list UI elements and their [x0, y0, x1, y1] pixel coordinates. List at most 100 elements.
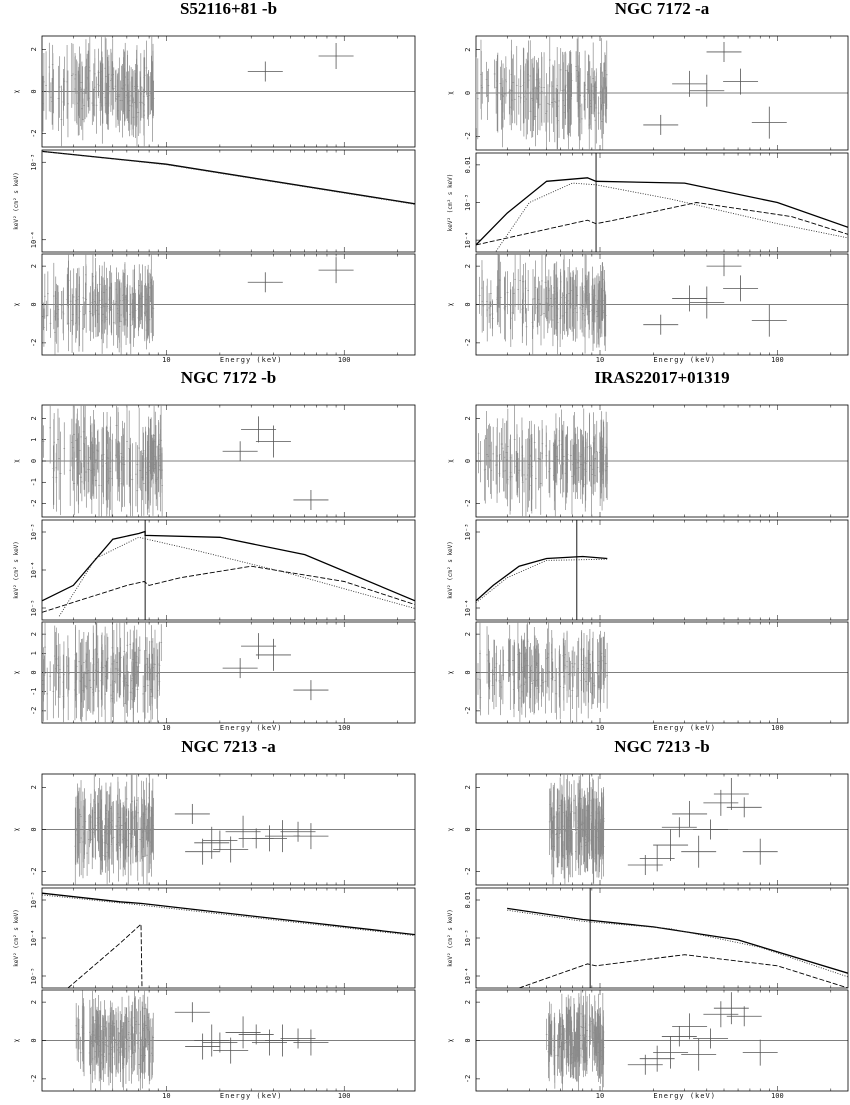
- y-tick-label: -2: [30, 707, 38, 715]
- x-tick-label: 100: [771, 356, 784, 364]
- model-line-dashed: [518, 954, 848, 988]
- x-axis-label: Energy (keV): [220, 356, 283, 364]
- data-point: [194, 826, 230, 859]
- y-axis-label: keV² (cm² s keV): [13, 909, 20, 967]
- plot-frame: [475, 152, 849, 253]
- data-point: [726, 1006, 762, 1027]
- low-energy-residuals: [42, 36, 155, 147]
- y-axis-label: χ: [13, 89, 20, 93]
- model-line-solid: [42, 530, 415, 602]
- chi-bottom-plot: 2 0 -2 χ: [13, 989, 416, 1092]
- model-line-solid: [507, 907, 848, 974]
- y-tick-label: 2: [30, 632, 38, 636]
- data-point: [672, 70, 708, 97]
- low-energy-residuals: [478, 254, 607, 355]
- model-line-solid: [476, 555, 608, 602]
- y-tick-label: 2: [464, 416, 472, 420]
- data-point: [251, 825, 287, 852]
- y-tick-label: -2: [464, 707, 472, 715]
- low-energy-residuals: [475, 36, 608, 150]
- data-point: [689, 74, 725, 107]
- model-line-dashed: [67, 923, 143, 988]
- y-tick-label: 2: [30, 1000, 38, 1004]
- x-tick-label: 10: [162, 724, 170, 732]
- y-tick-label: 0: [464, 459, 472, 463]
- x-axis-label: Energy (keV): [653, 724, 716, 732]
- y-tick-label: -1: [30, 687, 38, 695]
- chi-top-plot: 2 0 -2 χ: [447, 773, 849, 886]
- data-point: [672, 285, 708, 312]
- data-point: [713, 777, 749, 810]
- low-energy-residuals: [545, 990, 605, 1091]
- low-energy-residuals: [74, 774, 155, 885]
- low-energy-residuals: [42, 254, 155, 355]
- y-tick-label: 10⁻⁵: [30, 968, 38, 985]
- y-axis-label: keV² (cm² s keV): [13, 172, 20, 230]
- model-curves: [42, 892, 415, 988]
- model-line-dashed: [476, 202, 848, 246]
- y-tick-label: 10⁻⁴: [30, 930, 38, 947]
- x-tick-label: 10: [162, 1092, 170, 1100]
- data-point: [639, 845, 675, 872]
- y-axis-label: χ: [13, 459, 20, 463]
- chi-top-plot: 2 0 -2 χ: [13, 773, 416, 886]
- y-tick-label: 2: [464, 264, 472, 268]
- x-tick-label: 10: [162, 356, 170, 364]
- data-point: [247, 272, 283, 293]
- model-line-dotted: [58, 536, 415, 617]
- y-tick-label: 0: [464, 670, 472, 674]
- data-point: [293, 823, 329, 850]
- y-axis-label: keV² (cm² s keV): [447, 909, 454, 967]
- model-plot: 10⁻³ 10⁻⁴ 10⁻⁵ keV² (cm² s keV): [13, 519, 416, 621]
- low-energy-residuals: [75, 990, 155, 1091]
- chi-top-plot: 2 0 -2 χ: [13, 35, 416, 148]
- data-point: [661, 1026, 697, 1047]
- y-axis-label: χ: [13, 827, 20, 831]
- data-point: [241, 416, 277, 443]
- data-point: [255, 638, 291, 671]
- data-point: [703, 1001, 739, 1028]
- model-curves: [42, 150, 415, 205]
- y-tick-label: 2: [464, 48, 472, 52]
- plot-frame: [41, 149, 416, 253]
- data-point: [723, 275, 759, 302]
- y-axis-label: χ: [13, 1038, 20, 1042]
- data-point: [706, 256, 742, 277]
- data-point: [726, 797, 762, 818]
- y-tick-label: -2: [30, 867, 38, 875]
- y-tick-label: 0: [464, 1038, 472, 1042]
- y-tick-label: 0: [30, 302, 38, 306]
- panel-4: IRAS22017+01319 2 0 -2 χ 10⁻³ 10⁻⁴ keV² (cm² s …: [447, 368, 849, 732]
- model-line-solid: [476, 177, 848, 246]
- panel-6: NGC 7213 -b 2 0 -2 χ 0.01 10⁻³ 10⁻⁴ keV² (cm² s …: [447, 737, 849, 1100]
- data-point: [672, 1013, 708, 1040]
- data-point: [251, 1029, 287, 1056]
- model-plot: 10⁻³ 10⁻⁴ keV² (cm² s keV): [447, 519, 849, 621]
- chi-top-plot: 2 0 -2 χ: [447, 35, 849, 151]
- panel-title: NGC 7172 -a: [615, 0, 710, 18]
- data-point: [222, 658, 258, 679]
- chi-bottom-plot: 2 0 -2 χ: [447, 621, 849, 724]
- data-point: [255, 425, 291, 458]
- y-tick-label: 10⁻³: [464, 930, 472, 947]
- data-point: [661, 817, 697, 838]
- y-tick-label: -2: [464, 499, 472, 507]
- x-axis-label: Energy (keV): [220, 1092, 283, 1100]
- y-tick-label: 2: [30, 264, 38, 268]
- y-axis-label: χ: [13, 302, 20, 306]
- data-point: [174, 1002, 210, 1023]
- y-tick-label: 10⁻⁴: [464, 232, 472, 249]
- model-curves: [476, 153, 848, 252]
- data-point: [225, 1016, 261, 1049]
- model-plot: 0.01 10⁻³ 10⁻⁴ keV² (cm² s keV): [447, 152, 849, 253]
- plot-frame: [475, 519, 849, 621]
- x-axis-label: Energy (keV): [653, 1092, 716, 1100]
- y-tick-label: -2: [30, 1075, 38, 1083]
- y-tick-label: 0: [30, 670, 38, 674]
- y-axis-label: χ: [447, 91, 454, 95]
- y-tick-label: 0: [464, 91, 472, 95]
- y-tick-label: -1: [30, 478, 38, 486]
- x-tick-label: 100: [771, 1092, 784, 1100]
